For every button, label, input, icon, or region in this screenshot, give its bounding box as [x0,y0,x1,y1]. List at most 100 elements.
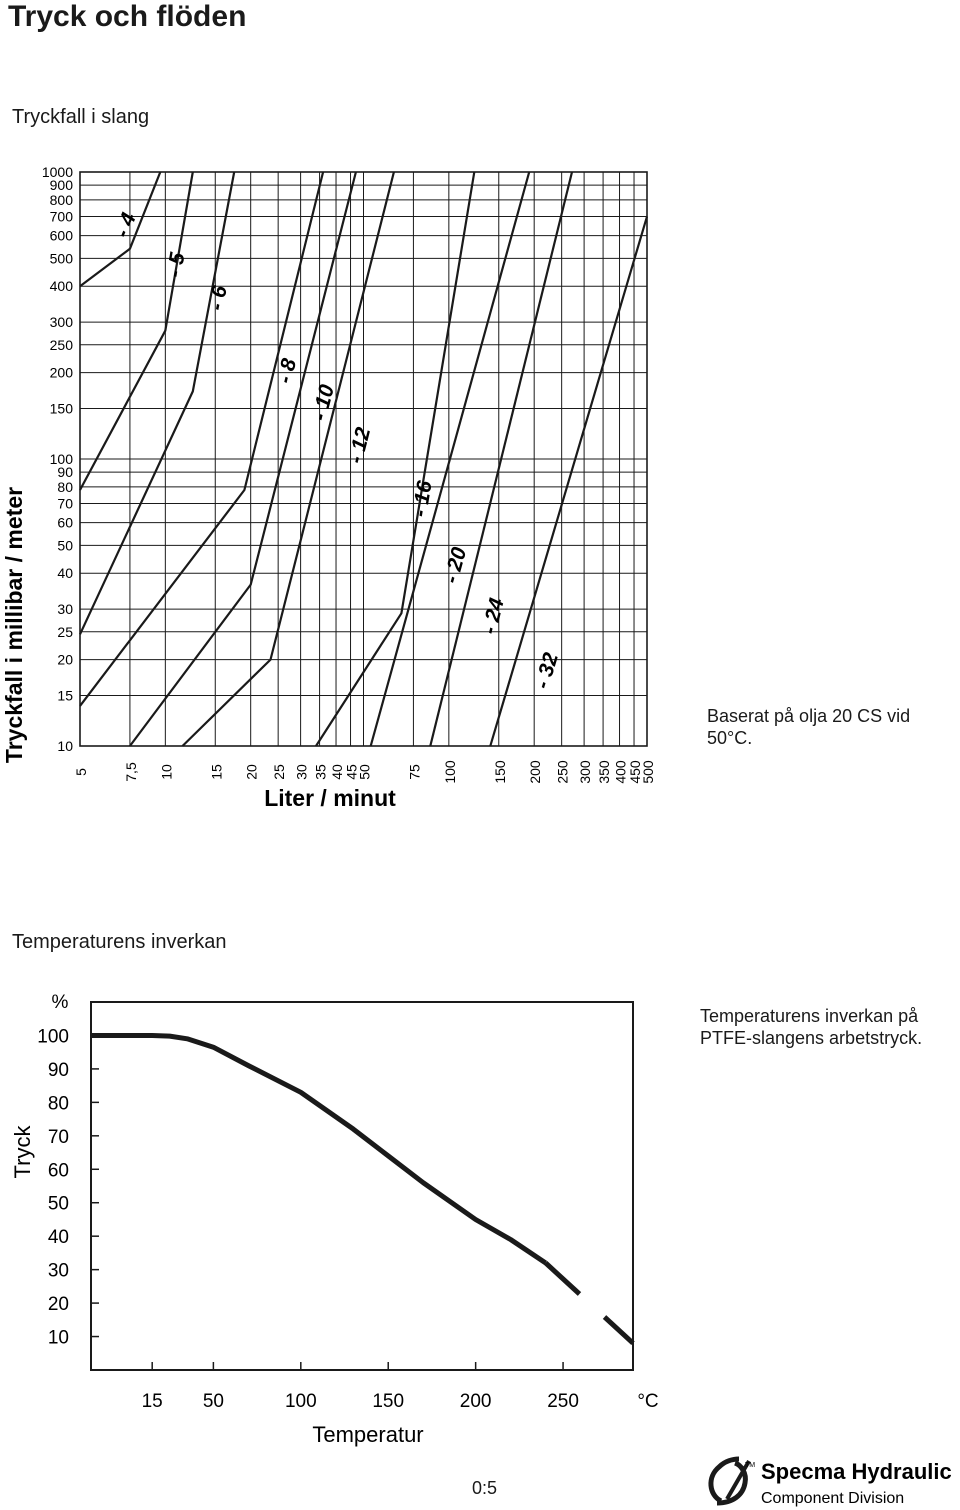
y-tick-label: 90 [48,1060,69,1081]
y-tick-label: 80 [57,479,73,495]
series-line [79,171,236,635]
x-tick-label: 300 [577,760,593,784]
y-tick-label: 100 [50,451,74,467]
series-label: - 5 [163,251,190,279]
y-tick-label: 100 [37,1026,69,1047]
x-tick-label: 250 [547,1391,579,1412]
x-tick-label: 350 [596,760,612,784]
page-number: 0:5 [472,1478,498,1498]
x-unit-label: °C [637,1391,658,1412]
series-label: - 6 [205,284,232,313]
x-tick-label: 35 [313,764,329,780]
y-tick-label: 60 [57,515,73,531]
series-label: - 16 [408,479,437,519]
y-tick-label: 10 [48,1328,69,1349]
series-line [489,216,649,747]
brand-logo: TM Specma Hydraulic Component Division [708,1456,952,1507]
x-tick-label: 50 [203,1391,224,1412]
x-tick-label: 20 [244,764,260,780]
x-tick-label: 50 [357,764,373,780]
series-label: - 20 [440,545,472,586]
x-tick-label: 45 [344,764,360,780]
section-title-temperature: Temperaturens inverkan [12,931,227,953]
x-tick-label: 100 [285,1391,317,1412]
y-axis-label: Tryckfall i millibar / meter [1,487,27,763]
x-tick-label: 250 [555,760,571,784]
y-tick-label: 70 [57,495,73,511]
x-tick-label: 25 [271,764,287,780]
x-axis-label: Temperatur [312,1422,423,1447]
x-tick-label: 200 [460,1391,492,1412]
series-line [91,1033,547,1265]
section-title-pressure-drop: Tryckfall i slang [12,106,150,128]
x-tick-label: 450 [627,760,643,784]
y-tick-label: 50 [57,537,73,553]
x-tick-label: 75 [406,764,422,780]
y-tick-label: 20 [57,652,73,668]
series-line [129,171,357,747]
plot-frame [90,1001,634,1371]
y-tick-label: 1000 [42,164,73,180]
y-tick-label: 30 [48,1261,69,1282]
x-axis-label: Liter / minut [264,785,396,811]
y-tick-label: 50 [48,1194,69,1215]
x-tick-label: 100 [442,760,458,784]
series-line [315,171,476,747]
trademark-mark: TM [745,1462,755,1469]
y-tick-label: 600 [50,228,74,244]
y-tick-label: 300 [50,314,74,330]
series-label: - 12 [344,425,375,466]
series-line [181,171,395,747]
series-label: - 24 [478,596,509,637]
y-unit-label: % [52,992,69,1013]
x-tick-label: 15 [208,764,224,780]
series-line [369,171,531,747]
x-tick-label: 400 [613,760,629,784]
y-tick-label: 40 [48,1227,69,1248]
temperature-note: Temperaturens inverkan på PTFE-slangens … [700,1006,923,1048]
y-tick-label: 70 [48,1127,69,1148]
y-tick-label: 200 [50,365,74,381]
y-tick-label: 500 [50,250,74,266]
y-tick-label: 30 [57,601,73,617]
x-tick-label: 7,5 [123,762,139,782]
series-label: - 10 [308,382,339,423]
y-tick-label: 250 [50,337,74,353]
series-label: - 8 [273,356,301,386]
y-tick-label: 400 [50,278,74,294]
y-tick-label: 700 [50,208,74,224]
y-tick-label: 60 [48,1160,69,1181]
series-line [79,171,325,707]
series-line [79,171,194,491]
brand-name: Specma Hydraulic [761,1459,952,1484]
x-tick-label: 150 [492,760,508,784]
x-tick-label: 200 [527,760,543,784]
y-tick-label: 800 [50,192,74,208]
x-tick-label: 30 [294,764,310,780]
x-tick-label: 500 [640,760,656,784]
y-tick-label: 25 [57,624,73,640]
y-tick-label: 20 [48,1294,69,1315]
y-tick-label: 10 [57,738,73,754]
series-line [79,171,162,288]
page-title: Tryck och flöden [8,0,247,33]
specma-logo-icon [708,1456,751,1506]
x-tick-label: 15 [142,1391,163,1412]
y-tick-label: 80 [48,1093,69,1114]
x-tick-label: 150 [372,1391,404,1412]
y-tick-label: 15 [57,687,73,703]
y-axis-label: Tryck [10,1125,35,1179]
brand-division: Component Division [761,1490,904,1507]
series-label: - 32 [531,650,563,692]
y-tick-label: 900 [50,177,74,193]
x-tick-label: 5 [73,768,89,776]
series-line [429,171,574,747]
x-tick-label: 40 [329,764,345,780]
x-tick-label: 10 [158,764,174,780]
y-tick-label: 150 [50,400,74,416]
oil-basis-note: Baserat på olja 20 CS vid 50°C. [707,706,911,748]
y-tick-label: 40 [57,565,73,581]
series-line-dashed [543,1261,635,1346]
